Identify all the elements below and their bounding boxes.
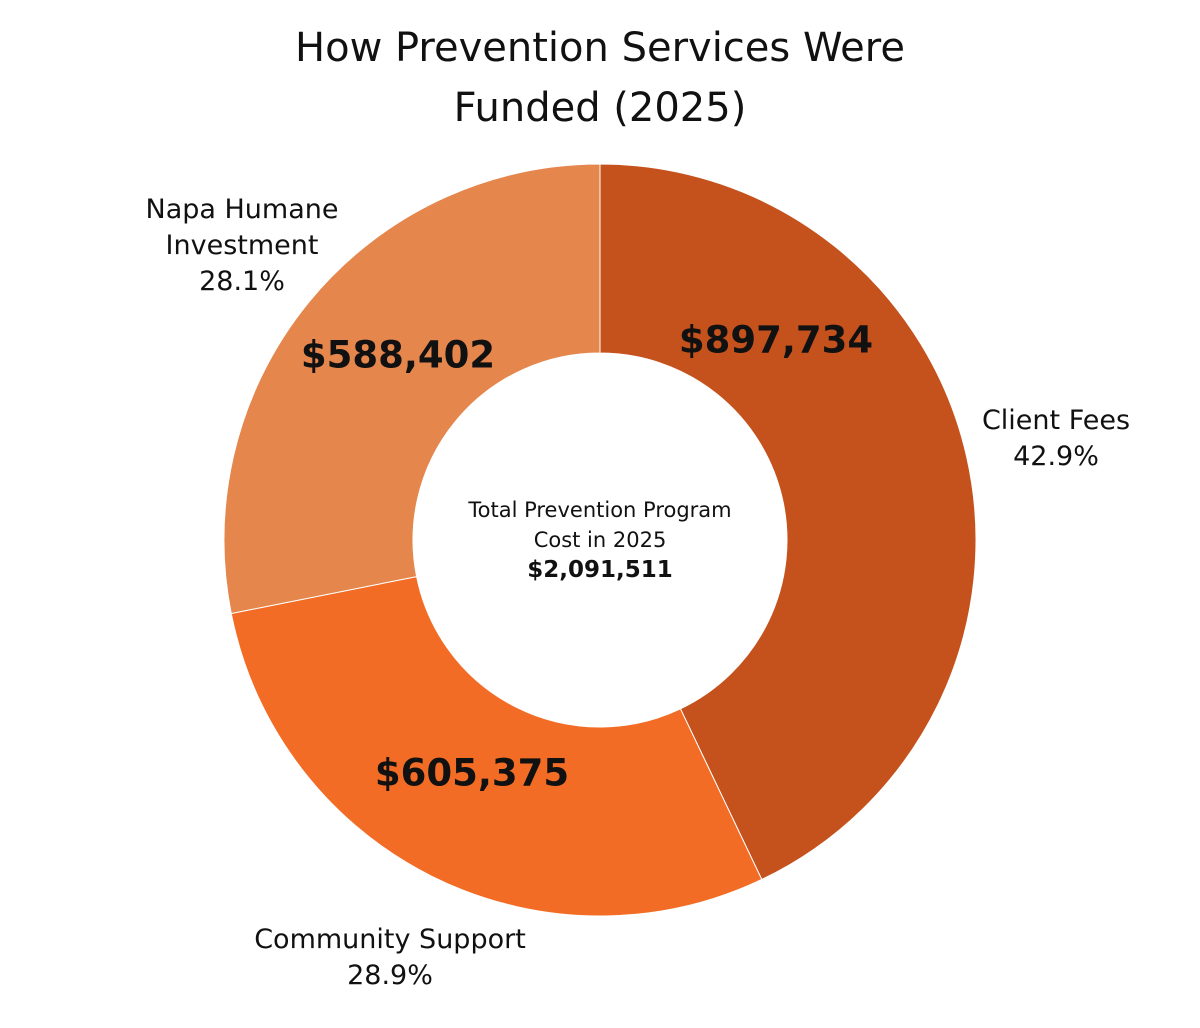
slice-value-label-0: $897,734 [678,318,874,362]
center-text-line-2: Cost in 2025 [533,528,667,552]
chart-title: How Prevention Services Were Funded (202… [0,18,1200,138]
slice-category-name-1-0: Community Support [254,924,526,955]
slice-category-name-2-0: Napa Humane [145,194,339,225]
center-text-line-1: Total Prevention Program [468,498,732,522]
chart-title-line-2: Funded (2025) [453,85,747,131]
slice-percent-label-0: 42.9% [1013,441,1099,472]
center-label: Total Prevention Program Cost in 2025 $2… [468,495,731,585]
donut-slice-0 [599,163,977,881]
center-total: $2,091,511 [527,557,673,583]
chart-title-line-1: How Prevention Services Were [295,25,905,71]
slice-percent-label-1: 28.9% [347,960,433,991]
slice-category-name-2-1: Investment [165,230,319,261]
donut-slice-2 [223,163,601,615]
slice-category-label-2: Napa Humane Investment 28.1% [146,192,339,300]
slice-value-label-1: $605,375 [374,751,570,795]
slice-category-label-1: Community Support 28.9% [254,922,526,994]
donut-slice-1 [230,575,763,917]
slice-category-name-0-0: Client Fees [981,405,1131,436]
slice-category-label-0: Client Fees 42.9% [982,403,1130,475]
slice-percent-label-2: 28.1% [199,266,285,297]
slice-value-label-2: $588,402 [300,333,496,377]
